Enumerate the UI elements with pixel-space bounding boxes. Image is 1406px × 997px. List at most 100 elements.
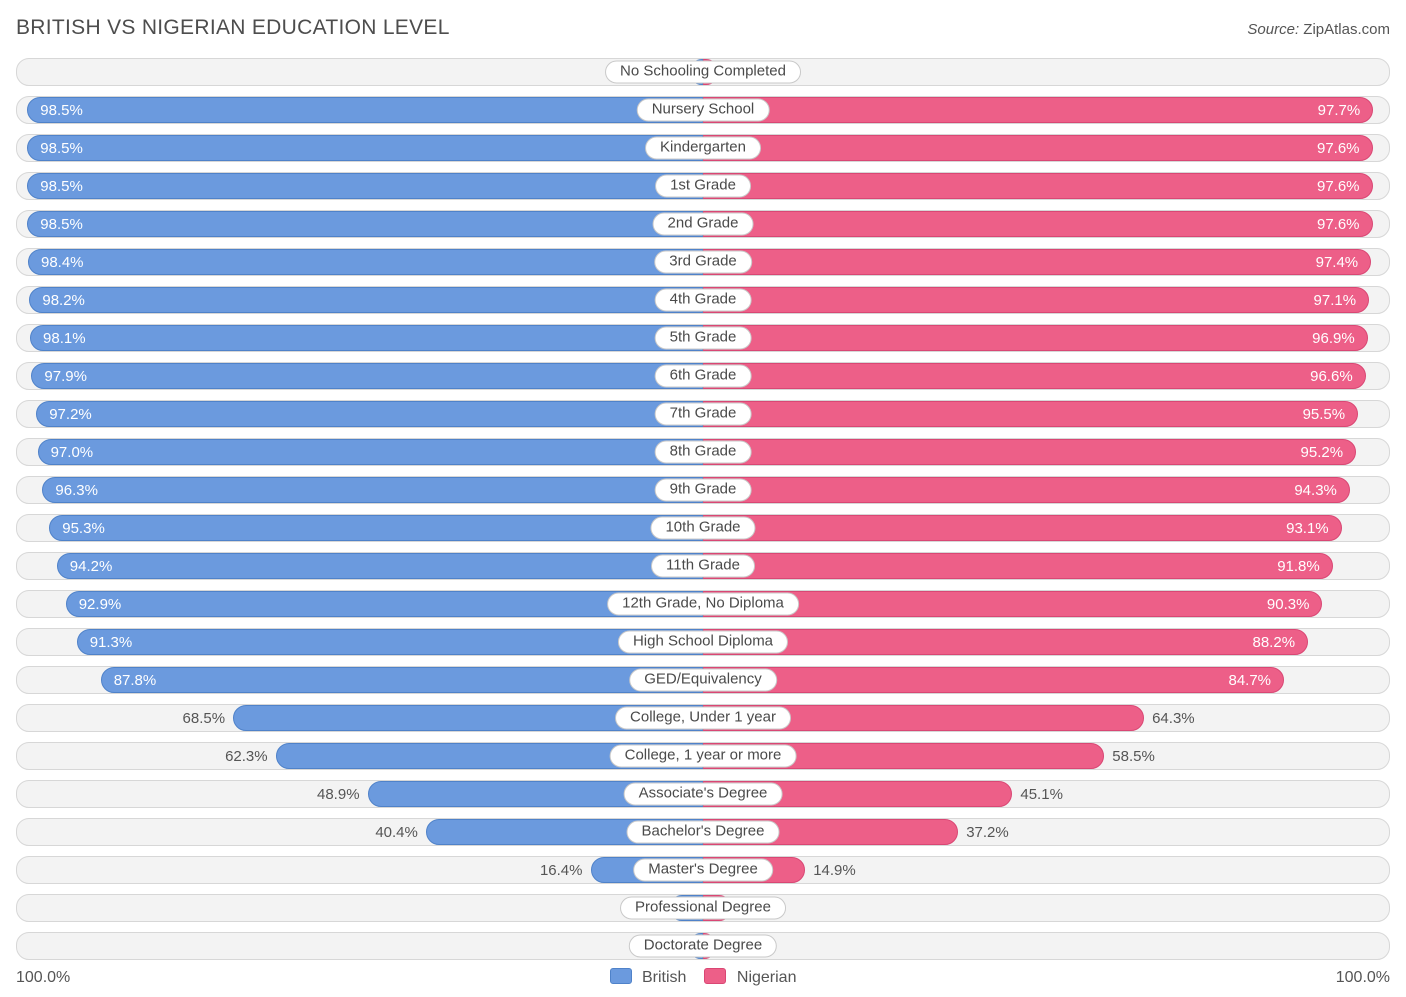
chart-row: 97.9% 96.6% 6th Grade (16, 362, 1390, 390)
value-label-right: 97.4% (1316, 254, 1359, 271)
value-label-right: 84.7% (1228, 672, 1271, 689)
chart-row: 98.5%97.6%2nd Grade (16, 210, 1390, 238)
value-label-right: 96.9% (1312, 330, 1355, 347)
category-label: Master's Degree (633, 859, 773, 882)
value-label-right: 97.1% (1314, 292, 1357, 309)
value-label-right: 97.7% (1318, 102, 1361, 119)
bar-left: 96.3% (42, 477, 703, 503)
category-label: 12th Grade, No Diploma (607, 593, 799, 616)
category-label: 7th Grade (655, 403, 752, 426)
bar-right: 97.6% (703, 173, 1373, 199)
bar-left: 98.1% (30, 325, 703, 351)
diverging-bar-chart: 1.5%2.3%No Schooling Completed98.5%97.7%… (16, 58, 1390, 960)
category-label: Associate's Degree (624, 783, 783, 806)
bar-left: 98.4% (28, 249, 703, 275)
chart-row: 98.5% 97.6%1st Grade (16, 172, 1390, 200)
chart-row: 2.2%1.8%Doctorate Degree (16, 932, 1390, 960)
bar-left: 98.5% (27, 211, 703, 237)
value-label-right: 97.6% (1317, 216, 1360, 233)
value-label-right: 95.5% (1303, 406, 1346, 423)
chart-row: 91.3% 88.2% High School Diploma (16, 628, 1390, 656)
category-label: College, Under 1 year (615, 707, 791, 730)
bar-right: 97.6% (703, 135, 1373, 161)
value-label-left: 96.3% (55, 482, 98, 499)
value-label-left: 16.4% (540, 862, 583, 879)
legend-swatch-right (704, 968, 726, 984)
bar-right: 95.5% (703, 401, 1358, 427)
value-label-right: 90.3% (1267, 596, 1310, 613)
bar-left: 98.5% (27, 97, 703, 123)
category-label: 6th Grade (655, 365, 752, 388)
bar-left: 98.5% (27, 173, 703, 199)
chart-row: 98.5%97.7%Nursery School (16, 96, 1390, 124)
chart-row: 62.3%58.5%College, 1 year or more (16, 742, 1390, 770)
category-label: 10th Grade (650, 517, 755, 540)
value-label-left: 98.5% (40, 140, 83, 157)
category-label: Bachelor's Degree (627, 821, 780, 844)
bar-left: 94.2% (57, 553, 703, 579)
category-label: High School Diploma (618, 631, 788, 654)
value-label-left: 97.0% (51, 444, 94, 461)
category-label: College, 1 year or more (610, 745, 797, 768)
bar-left: 98.5% (27, 135, 703, 161)
category-label: 9th Grade (655, 479, 752, 502)
chart-row: 48.9%45.1%Associate's Degree (16, 780, 1390, 808)
source-name: ZipAtlas.com (1303, 21, 1390, 38)
value-label-right: 91.8% (1277, 558, 1320, 575)
chart-row: 98.4% 97.4% 3rd Grade (16, 248, 1390, 276)
value-label-right: 14.9% (813, 862, 856, 879)
value-label-left: 40.4% (375, 824, 418, 841)
legend-item-left: British (610, 968, 687, 987)
bar-right: 97.7% (703, 97, 1373, 123)
chart-row: 68.5%64.3%College, Under 1 year (16, 704, 1390, 732)
bar-left: 91.3% (77, 629, 703, 655)
bar-right: 95.2% (703, 439, 1356, 465)
value-label-left: 98.5% (40, 102, 83, 119)
source-label: Source: (1247, 21, 1299, 38)
value-label-left: 98.5% (40, 216, 83, 233)
value-label-left: 92.9% (79, 596, 122, 613)
legend-item-right: Nigerian (704, 968, 796, 987)
bar-left: 98.2% (29, 287, 703, 313)
value-label-left: 94.2% (70, 558, 113, 575)
value-label-right: 94.3% (1294, 482, 1337, 499)
bar-right: 97.1% (703, 287, 1369, 313)
value-label-left: 97.2% (49, 406, 92, 423)
chart-row: 92.9% 90.3% 12th Grade, No Diploma (16, 590, 1390, 618)
category-label: Kindergarten (645, 137, 761, 160)
chart-footer: 100.0% British Nigerian 100.0% (16, 968, 1390, 987)
value-label-left: 95.3% (62, 520, 105, 537)
value-label-right: 45.1% (1020, 786, 1063, 803)
category-label: Doctorate Degree (629, 935, 777, 958)
bar-right: 96.9% (703, 325, 1368, 351)
value-label-right: 95.2% (1301, 444, 1344, 461)
category-label: 1st Grade (655, 175, 751, 198)
bar-left: 97.9% (31, 363, 703, 389)
chart-row: 94.2%91.8%11th Grade (16, 552, 1390, 580)
bar-left: 97.2% (36, 401, 703, 427)
chart-row: 95.3%93.1%10th Grade (16, 514, 1390, 542)
category-label: Professional Degree (620, 897, 786, 920)
chart-row: 96.3% 94.3% 9th Grade (16, 476, 1390, 504)
value-label-left: 98.5% (40, 178, 83, 195)
category-label: 3rd Grade (654, 251, 752, 274)
value-label-right: 37.2% (966, 824, 1009, 841)
bar-right: 96.6% (703, 363, 1366, 389)
value-label-left: 98.1% (43, 330, 86, 347)
chart-header: BRITISH VS NIGERIAN EDUCATION LEVEL Sour… (16, 16, 1390, 40)
chart-row: 16.4% 14.9% Master's Degree (16, 856, 1390, 884)
category-label: 5th Grade (655, 327, 752, 350)
chart-row: 40.4% 37.2% Bachelor's Degree (16, 818, 1390, 846)
chart-row: 98.1% 96.9% 5th Grade (16, 324, 1390, 352)
value-label-right: 96.6% (1310, 368, 1353, 385)
value-label-right: 88.2% (1253, 634, 1296, 651)
value-label-left: 87.8% (114, 672, 157, 689)
legend: British Nigerian (610, 968, 797, 987)
bar-left: 95.3% (49, 515, 703, 541)
bar-right: 94.3% (703, 477, 1350, 503)
bar-right: 91.8% (703, 553, 1333, 579)
axis-max-left: 100.0% (16, 969, 610, 987)
value-label-left: 68.5% (183, 710, 226, 727)
chart-row: 98.2%97.1%4th Grade (16, 286, 1390, 314)
category-label: GED/Equivalency (629, 669, 777, 692)
